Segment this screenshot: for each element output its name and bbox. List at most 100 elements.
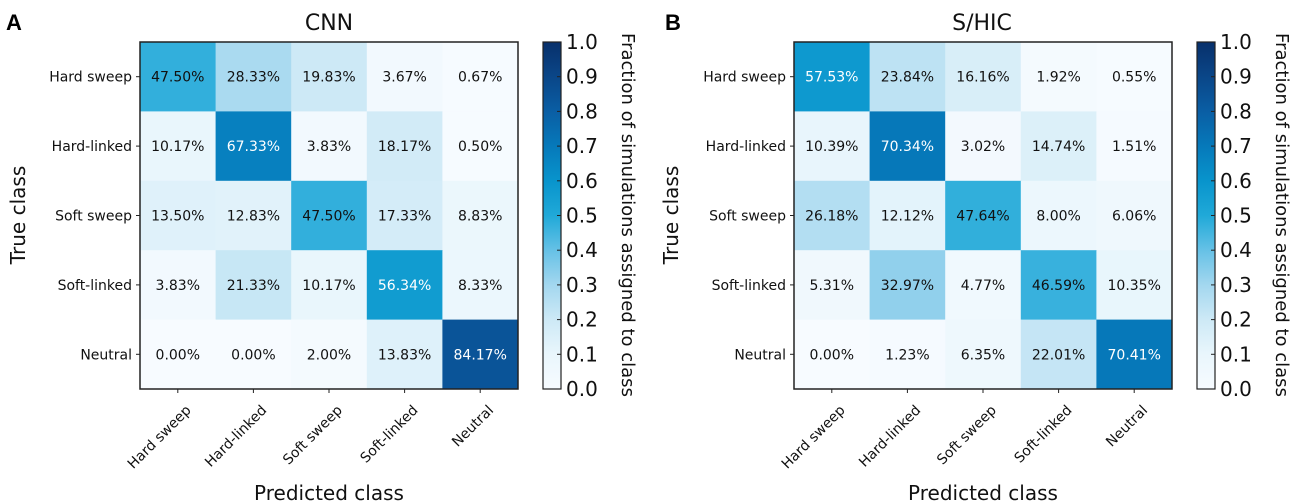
column-tick-label: Neutral <box>449 403 497 451</box>
row-tick-labels: Hard sweep Hard-linked Soft sweep Soft-link… <box>49 70 140 363</box>
colorbar: 0.0 0.1 0.2 0.3 0.4 0.5 0.6 0.7 0.8 0.9 1.0 <box>1196 30 1252 401</box>
row-tick-label: Soft-linked <box>712 278 786 294</box>
cell-value-label: 0.00% <box>810 347 854 363</box>
heatmap-cell <box>1020 111 1097 182</box>
cell-value-label: 84.17% <box>454 347 507 363</box>
cell-value-label: 3.83% <box>307 139 351 155</box>
colorbar-tick-label: 0.0 <box>1220 377 1252 401</box>
colorbar-tick-label: 0.5 <box>1220 204 1252 228</box>
row-tick-label: Soft-linked <box>58 278 132 294</box>
x-axis-title: Predicted class <box>908 481 1058 504</box>
colorbar-tick-label: 0.1 <box>566 342 598 366</box>
cell-value-label: 16.16% <box>956 70 1009 86</box>
colorbar-tick-label: 0.1 <box>1220 342 1252 366</box>
heatmap-cell <box>1020 42 1097 112</box>
cell-value-label: 56.34% <box>378 278 431 294</box>
cell-value-label: 5.31% <box>810 278 854 294</box>
cell-value-label: 18.17% <box>378 139 431 155</box>
heatmap-cell <box>945 42 1022 112</box>
heatmap-cell <box>366 111 443 182</box>
row-tick-label: Soft sweep <box>55 209 132 225</box>
heatmap-cell <box>442 319 519 390</box>
heatmap-cell <box>794 180 871 251</box>
heatmap-cell <box>366 319 443 390</box>
panel-letter: A <box>6 10 22 35</box>
panel-shic: B S/HIC 57.53% 23.84% 16.16% 1.92% 0.55% 10.3… <box>659 10 1292 504</box>
column-tick-label: Hard sweep <box>779 402 849 472</box>
column-tick-labels: Hard sweep Hard-linked Soft sweep Soft-link… <box>125 389 497 472</box>
cell-value-label: 10.17% <box>151 139 204 155</box>
heatmap-cell <box>291 180 368 251</box>
colorbar-tick-label: 0.9 <box>1220 65 1252 89</box>
cell-value-label: 14.74% <box>1032 139 1085 155</box>
heatmap-cell <box>215 111 292 182</box>
cell-value-label: 12.83% <box>227 209 280 225</box>
heatmap-cell <box>869 42 946 112</box>
heatmap-cell <box>140 111 217 182</box>
heatmap-cell <box>1020 250 1097 321</box>
cell-value-label: 28.33% <box>227 70 280 86</box>
heatmap-cell <box>1020 319 1097 390</box>
heatmap-cell <box>1096 111 1173 182</box>
column-tick-label: Hard-linked <box>202 403 270 471</box>
cell-value-label: 10.35% <box>1108 278 1161 294</box>
cell-value-label: 1.51% <box>1112 139 1156 155</box>
colorbar-tick-label: 0.3 <box>566 273 598 297</box>
cell-value-label: 13.50% <box>151 209 204 225</box>
row-tick-label: Soft sweep <box>709 209 786 225</box>
cell-value-label: 32.97% <box>881 278 934 294</box>
heatmap-cell <box>140 180 217 251</box>
column-tick-label: Hard-linked <box>856 403 924 471</box>
colorbar-tick-label: 0.4 <box>1220 238 1252 262</box>
heatmap-cell <box>215 250 292 321</box>
y-axis-title: True class <box>659 166 683 266</box>
heatmap-cell <box>215 319 292 390</box>
cell-value-label: 8.33% <box>458 278 502 294</box>
heatmap-cell <box>1096 180 1173 251</box>
column-tick-label: Hard sweep <box>125 402 195 472</box>
colorbar-tick-label: 0.8 <box>566 99 598 123</box>
cell-value-label: 0.00% <box>156 347 200 363</box>
heatmap-cell <box>945 180 1022 251</box>
colorbar-tick-label: 0.7 <box>1220 134 1252 158</box>
heatmap-cell <box>869 319 946 390</box>
cell-value-label: 8.83% <box>458 209 502 225</box>
cell-value-label: 10.17% <box>302 278 355 294</box>
heatmap-cell <box>1020 180 1097 251</box>
heatmap-cell <box>442 42 519 112</box>
heatmap-cell <box>945 111 1022 182</box>
heatmap-cell <box>291 319 368 390</box>
heatmap-cell <box>140 42 217 112</box>
panel-letter: B <box>665 10 681 35</box>
y-axis-title: True class <box>6 166 30 266</box>
heatmap-cell <box>1096 319 1173 390</box>
colorbar-tick-label: 0.8 <box>1220 99 1252 123</box>
colorbar-tick-label: 1.0 <box>1220 30 1252 54</box>
heatmap-cell <box>1096 250 1173 321</box>
cell-value-label: 57.53% <box>805 70 858 86</box>
heatmap-cell <box>291 250 368 321</box>
heatmap-cell <box>366 180 443 251</box>
cell-value-label: 47.50% <box>151 70 204 86</box>
row-tick-label: Neutral <box>80 347 132 363</box>
cell-value-label: 0.67% <box>458 70 502 86</box>
colorbar-tick-label: 1.0 <box>566 30 598 54</box>
column-tick-labels: Hard sweep Hard-linked Soft sweep Soft-link… <box>779 389 1151 472</box>
heatmap-cell <box>442 180 519 251</box>
heatmap-cell <box>869 180 946 251</box>
cell-value-label: 0.55% <box>1112 70 1156 86</box>
x-axis-title: Predicted class <box>254 481 404 504</box>
heatmap-cells: 57.53% 23.84% 16.16% 1.92% 0.55% 10.39% 70.34%… <box>794 42 1173 390</box>
colorbar-tick-label: 0.2 <box>1220 308 1252 332</box>
colorbar-tick-label: 0.2 <box>566 308 598 332</box>
cell-value-label: 3.67% <box>382 70 426 86</box>
heatmap-cell <box>291 111 368 182</box>
cell-value-label: 19.83% <box>302 70 355 86</box>
heatmap-cell <box>945 319 1022 390</box>
heatmap-cell <box>1096 42 1173 112</box>
cell-value-label: 6.06% <box>1112 209 1156 225</box>
heatmap-cell <box>215 180 292 251</box>
colorbar-tick-label: 0.5 <box>566 204 598 228</box>
column-tick-label: Soft-linked <box>1011 403 1075 467</box>
column-tick-label: Neutral <box>1103 403 1151 451</box>
